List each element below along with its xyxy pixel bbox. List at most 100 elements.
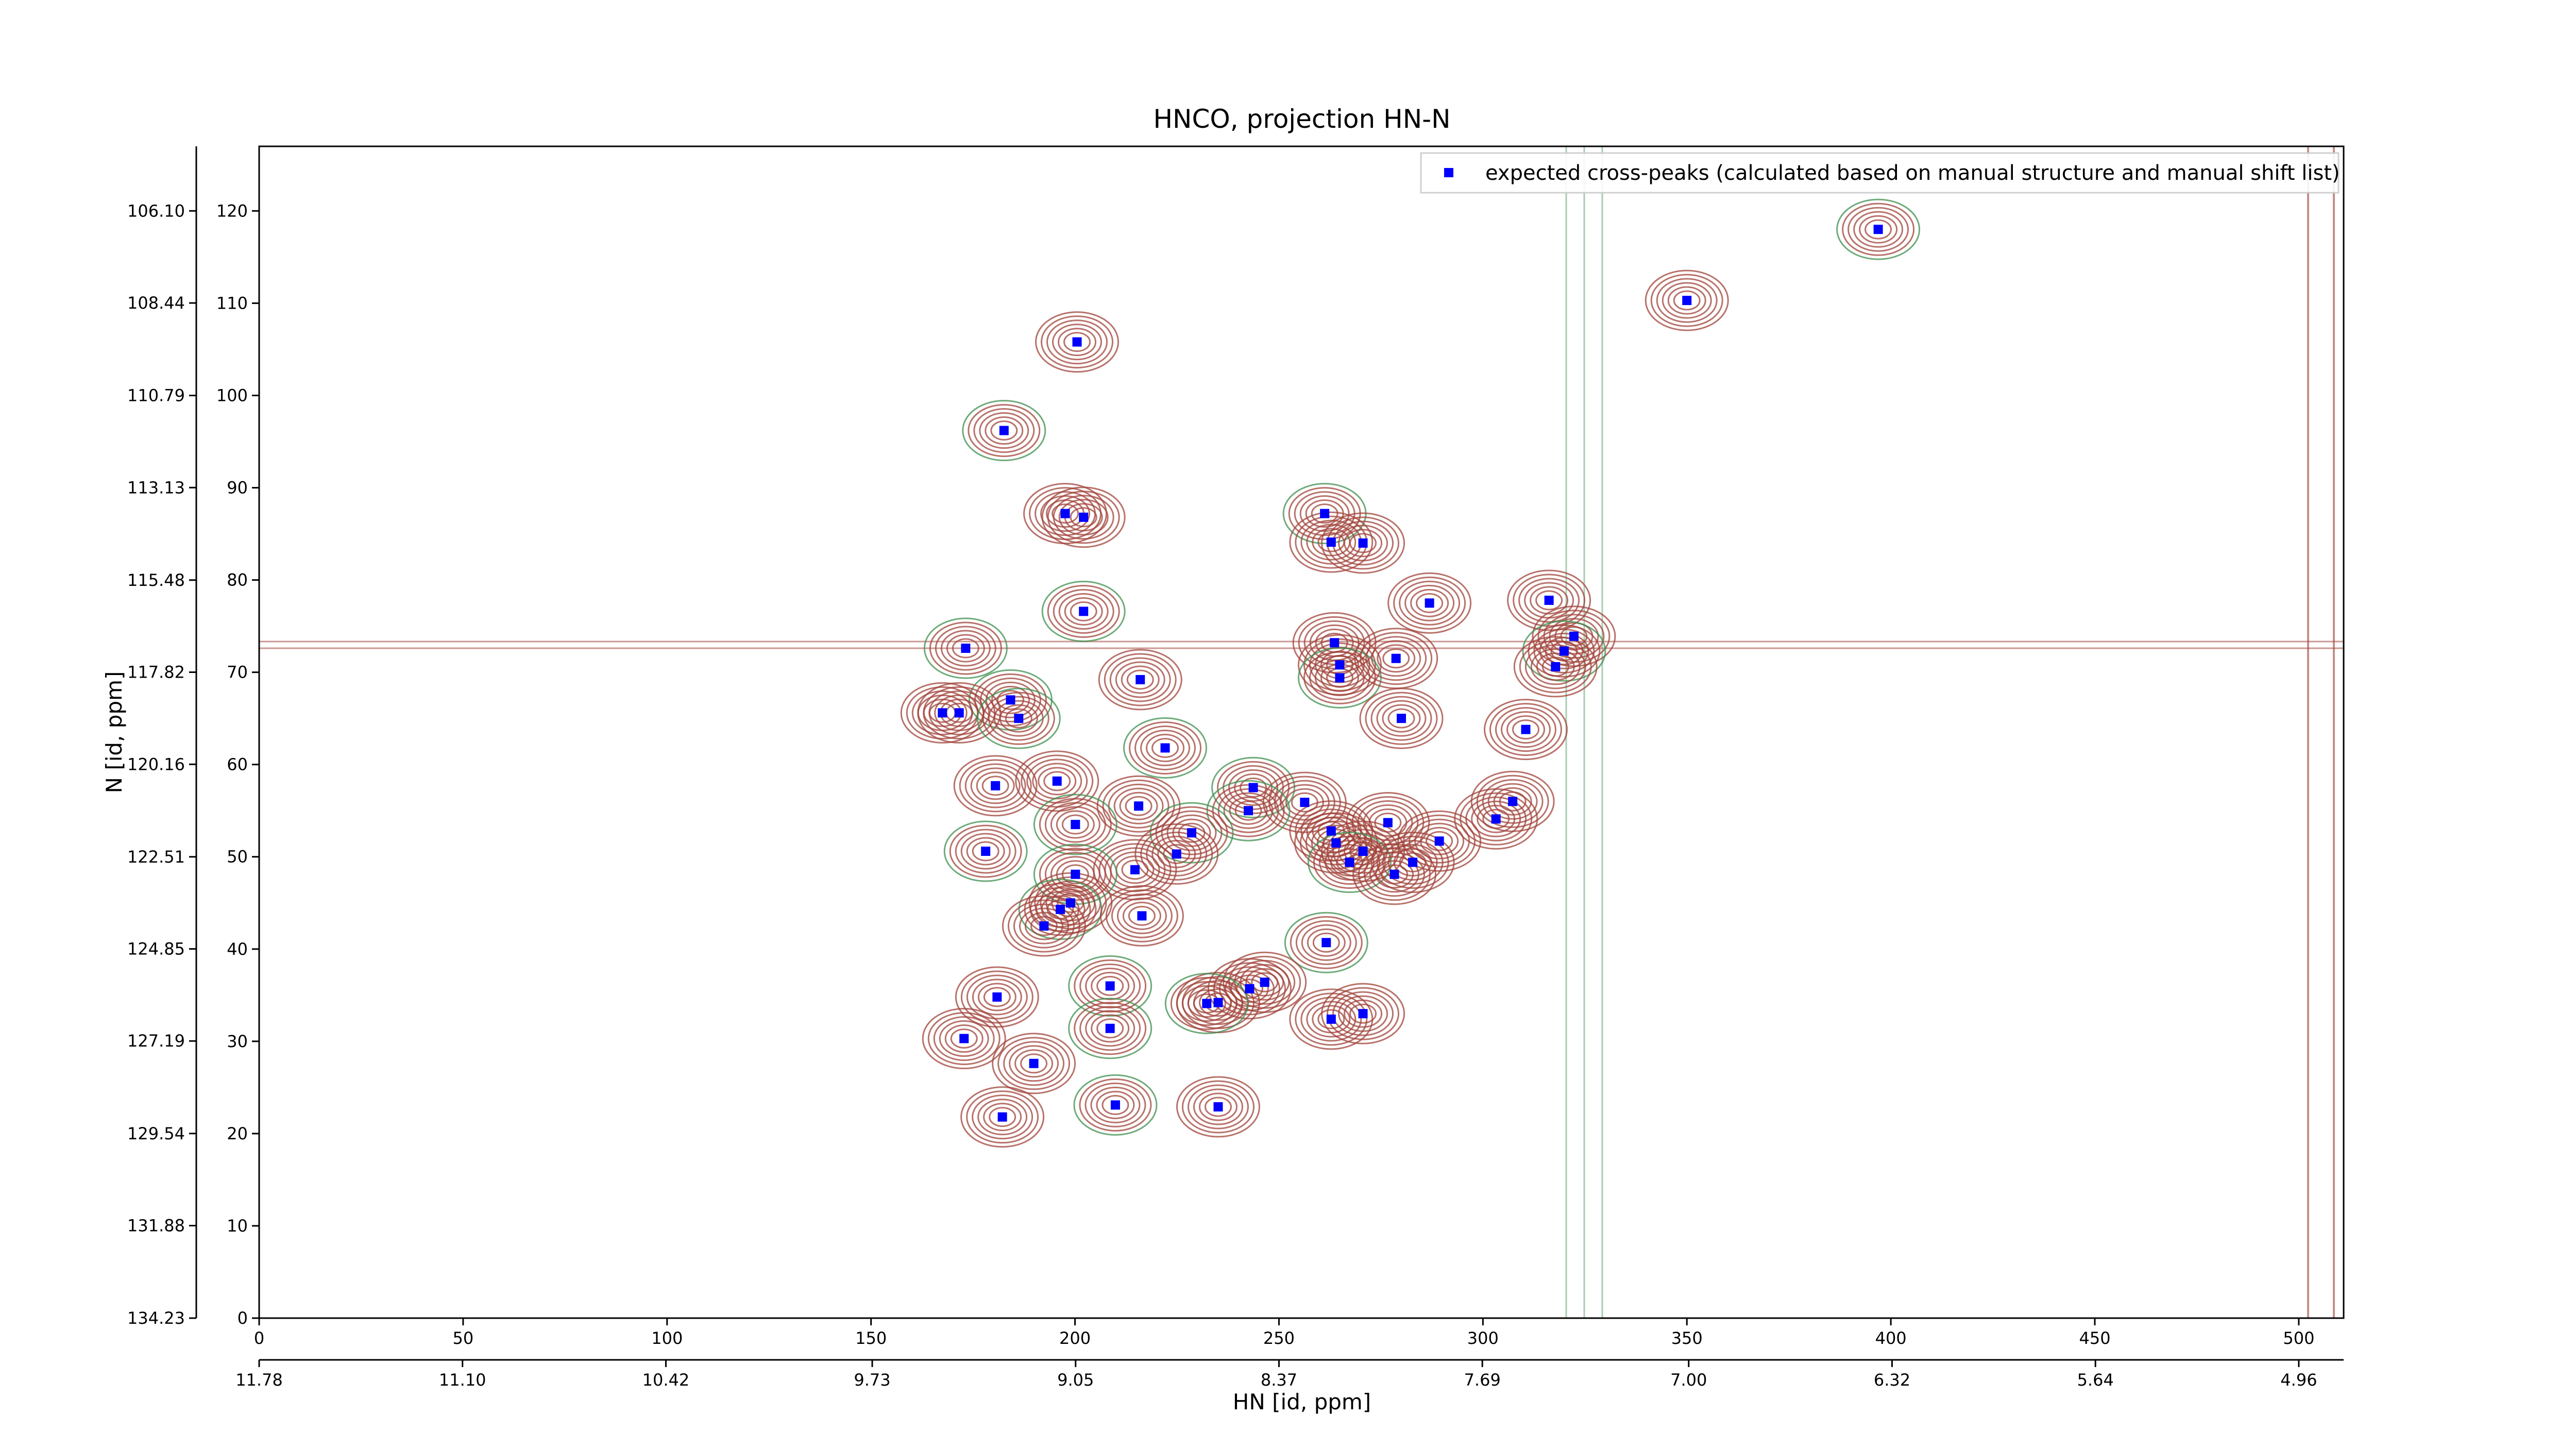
peak-contour: [1041, 315, 1114, 369]
peak-contour: [1181, 985, 1232, 1022]
cross-peak: [1213, 998, 1223, 1007]
peak-contour: [966, 837, 1005, 866]
peak-contour: [1506, 715, 1545, 744]
peak-contour: [1096, 775, 1181, 837]
x-tick-label: 450: [2079, 1328, 2110, 1348]
peak-contour: [1091, 971, 1130, 1000]
peak-contour: [1321, 512, 1405, 574]
peak-contour: [955, 966, 1039, 1028]
cross-peak: [1491, 814, 1501, 824]
peak-contour: [1230, 974, 1269, 1003]
x2-tick-label: 10.42: [642, 1370, 690, 1390]
cross-peak: [1434, 836, 1444, 846]
cross-peak: [1014, 714, 1024, 723]
peak-contour: [1096, 975, 1124, 996]
cross-peak: [1551, 662, 1561, 671]
peak-contour: [981, 776, 1009, 796]
peak-contour: [1500, 711, 1551, 748]
peak-contour: [1370, 696, 1432, 741]
peak-contour: [1151, 737, 1179, 758]
peak-contour: [1387, 708, 1415, 729]
peak-contour: [983, 1103, 1022, 1132]
peak-contour: [1068, 998, 1153, 1059]
peak-contour: [1303, 651, 1376, 704]
y2-tick-label: 115.48: [127, 570, 185, 590]
cross-peak: [1682, 296, 1692, 306]
cross-peak: [1187, 828, 1197, 838]
peak-contour: [1056, 810, 1095, 839]
peak-contour: [1079, 1006, 1141, 1051]
cross-peak: [1508, 797, 1518, 806]
cross-peak: [1105, 981, 1115, 991]
peak-contour: [962, 399, 1046, 461]
y-tick-label: 20: [227, 1124, 248, 1143]
peak-contour: [1096, 1090, 1135, 1119]
peak-contour: [946, 634, 985, 663]
peak-contour: [1030, 916, 1058, 936]
peak-contour: [1344, 529, 1383, 558]
cross-peak: [1248, 783, 1258, 793]
peak-contour: [1853, 211, 1904, 248]
peak-contour: [988, 696, 1049, 741]
peak-contour: [1842, 203, 1915, 256]
peak-contour: [1046, 319, 1108, 365]
y-tick-label: 100: [216, 385, 248, 405]
peak-contour: [927, 1012, 1001, 1065]
y2-tick-label: 129.54: [127, 1124, 185, 1143]
cross-peak: [959, 1034, 969, 1043]
peak-contour: [1399, 580, 1461, 626]
cross-peak: [1326, 1014, 1336, 1024]
peak-contour: [1058, 499, 1109, 536]
cross-peak: [1134, 801, 1144, 811]
peak-contour: [1495, 707, 1556, 752]
cross-peak: [1052, 776, 1062, 786]
peak-contour: [1530, 586, 1569, 615]
peak-contour: [1096, 1018, 1124, 1039]
peak-contour: [979, 677, 1041, 722]
peak-contour: [923, 686, 996, 739]
peak-contour: [1673, 290, 1701, 311]
peak-contour: [1034, 876, 1107, 930]
peak-contour: [1212, 784, 1285, 837]
y2-tick-label: 110.79: [127, 386, 185, 406]
peak-contour: [1064, 597, 1103, 626]
chart-title: HNCO, projection HN-N: [1153, 104, 1450, 134]
cross-peak: [1029, 1058, 1039, 1068]
cross-peak: [1559, 646, 1569, 656]
peak-contour: [1518, 578, 1580, 623]
peak-contour: [1061, 814, 1089, 835]
cross-peak: [997, 1112, 1007, 1122]
peak-contour: [1164, 972, 1249, 1034]
y-tick-label: 0: [238, 1308, 248, 1328]
peak-contour: [1365, 636, 1427, 681]
cross-peak: [1006, 695, 1015, 705]
peak-contour: [1198, 1092, 1238, 1121]
peak-contour: [1309, 655, 1370, 700]
legend-label: expected cross-peaks (calculated based o…: [1485, 161, 2340, 185]
peak-contour: [1050, 806, 1100, 843]
peak-contour: [1487, 783, 1538, 820]
peak-contour: [1005, 708, 1032, 729]
peak-contour: [1377, 644, 1416, 673]
cross-peak: [1079, 512, 1089, 522]
peak-contour: [1211, 756, 1296, 818]
peak-contour: [1382, 839, 1444, 885]
peak-contour: [1207, 958, 1292, 1020]
peak-contour: [989, 1107, 1016, 1127]
peak-contour: [1024, 912, 1063, 940]
cross-peak: [1244, 806, 1253, 816]
x2-tick-label: 7.69: [1464, 1370, 1501, 1390]
cross-peak: [1544, 595, 1554, 605]
peak-contour: [1349, 1003, 1377, 1024]
peak-contour: [1050, 856, 1100, 893]
peak-contour: [1134, 725, 1196, 770]
cross-peak: [1335, 673, 1345, 683]
peak-contour: [1284, 912, 1368, 973]
x2-tick-label: 9.05: [1057, 1370, 1094, 1390]
peak-contour: [1318, 839, 1380, 885]
peak-contour: [1068, 955, 1153, 1017]
cross-peak: [1326, 826, 1336, 836]
cross-peak: [1320, 509, 1330, 518]
peak-contour: [1667, 286, 1706, 315]
y-tick-label: 90: [227, 478, 248, 498]
